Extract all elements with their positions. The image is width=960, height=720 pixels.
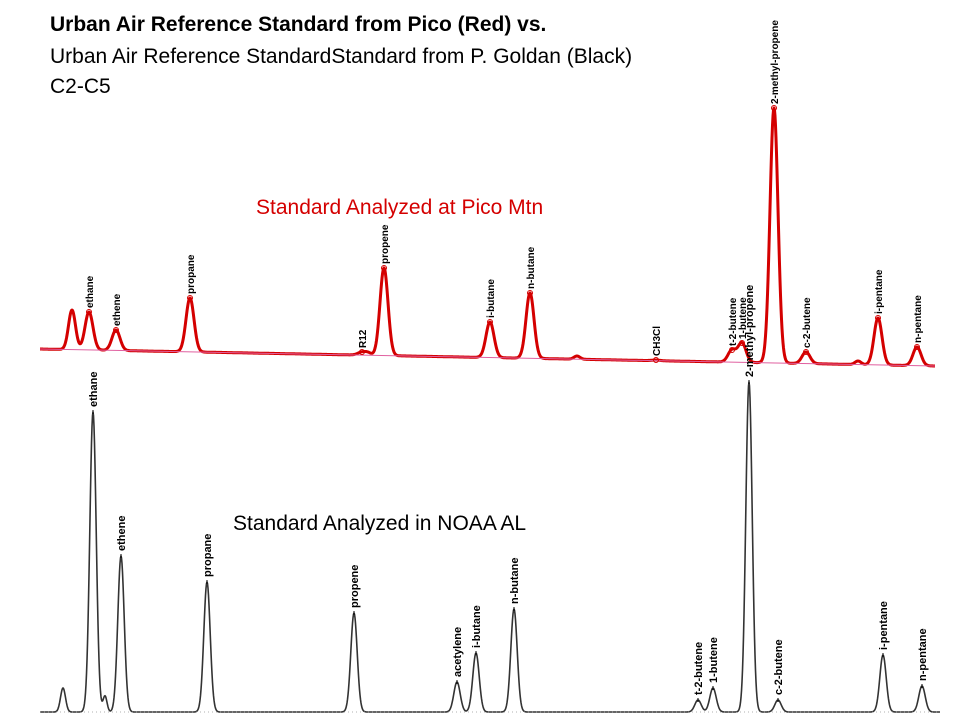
noaa-chromatogram-title: Standard Analyzed in NOAA AL <box>233 512 527 535</box>
pico-peak-marker-1-butene <box>739 340 745 346</box>
pico-peak-marker-t-2-butene <box>729 347 735 353</box>
pico-peak-label-1-butene: 1-butene <box>738 297 749 339</box>
pico-baseline <box>39 348 936 367</box>
pico-peak-marker-ch3cl <box>653 357 659 363</box>
pico-chromatogram: ethane ethene propane R12 propene i-butane n-b… <box>39 20 936 368</box>
pico-peak-label-propene: propene <box>380 224 391 264</box>
pico-peak-label-n-pentane: n-pentane <box>913 295 924 343</box>
pico-signal-trace <box>39 106 936 368</box>
pico-peak-marker-i-pentane <box>875 315 881 321</box>
pico-peak-label-r12: R12 <box>358 329 369 348</box>
noaa-peak-label-ethene: ethene <box>116 516 128 551</box>
noaa-peak-label-n-pentane: n-pentane <box>917 628 929 681</box>
pico-peak-label-i-pentane: i-pentane <box>874 269 885 314</box>
pico-peak-marker-n-pentane <box>914 344 920 350</box>
noaa-peak-label-t-2-butene: t-2-butene <box>693 642 705 695</box>
pico-chromatogram-title: Standard Analyzed at Pico Mtn <box>256 196 544 219</box>
noaa-chromatogram: ethane ethene propane propene acetylene i-but… <box>39 285 941 713</box>
pico-peak-marker-propane <box>187 295 193 301</box>
noaa-peak-label-i-pentane: i-pentane <box>878 601 890 650</box>
pico-peak-label-n-butane: n-butane <box>526 246 537 289</box>
noaa-peak-label-c-2-butene: c-2-butene <box>773 639 785 695</box>
pico-peak-marker-n-butane <box>527 290 533 296</box>
chart-title-line-3: C2-C5 <box>50 75 111 98</box>
noaa-peak-label-n-butane: n-butane <box>509 558 521 604</box>
pico-peak-marker-ethene <box>113 327 119 333</box>
noaa-peak-label-propane: propane <box>202 534 214 577</box>
pico-peak-marker-propene <box>381 265 387 271</box>
pico-peak-label-ch3cl: CH3Cl <box>652 326 663 356</box>
noaa-peak-label-propene: propene <box>349 565 361 608</box>
noaa-peak-label-i-butane: i-butane <box>471 605 483 648</box>
pico-peak-label-2-methyl-propene: 2-methyl-propene <box>770 20 781 104</box>
noaa-signal-trace <box>39 381 941 713</box>
pico-peak-label-propane: propane <box>186 254 197 294</box>
chart-title-line-1: Urban Air Reference Standard from Pico (… <box>50 13 547 36</box>
pico-peak-label-ethene: ethene <box>112 293 123 326</box>
noaa-peak-label-acetylene: acetylene <box>452 627 464 677</box>
pico-peak-label-t-2-butene: t-2-butene <box>728 297 739 346</box>
pico-peak-label-i-butane: i-butane <box>486 279 497 318</box>
pico-peak-marker-c-2-butene <box>803 349 809 355</box>
pico-peak-label-ethane: ethane <box>85 275 96 308</box>
pico-peak-marker-2-methyl-propene <box>771 105 777 111</box>
pico-peak-marker-i-butane <box>487 319 493 325</box>
pico-peak-marker-ethane <box>86 309 92 315</box>
chart-title-line-2: Urban Air Reference StandardStandard fro… <box>50 45 633 68</box>
noaa-peak-label-2-methyl-propene: 2-methyl-propene <box>744 285 756 377</box>
pico-peak-label-c-2-butene: c-2-butene <box>802 297 813 348</box>
noaa-peak-label-1-butene: 1-butene <box>708 637 720 683</box>
pico-peak-marker-r12 <box>359 349 365 355</box>
noaa-peak-label-ethane: ethane <box>88 372 100 407</box>
